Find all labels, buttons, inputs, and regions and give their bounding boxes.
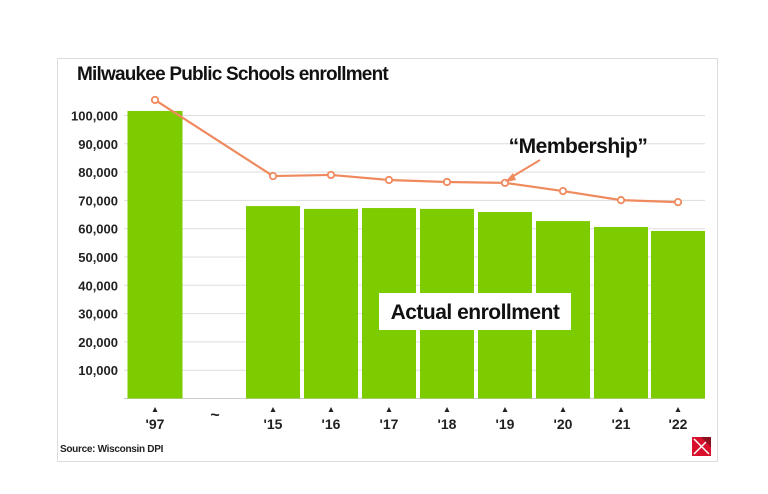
bar: [304, 208, 358, 399]
membership-point: [442, 177, 452, 187]
tick-marker-icon: [270, 407, 276, 412]
y-tick-label: 60,000: [78, 222, 118, 237]
membership-point: [616, 196, 626, 205]
actual-enrollment-label: Actual enrollment: [391, 301, 560, 324]
membership-point: [673, 197, 683, 207]
x-tick-label: '18: [438, 416, 457, 432]
tick-marker-icon: [618, 407, 624, 412]
bar: [651, 230, 705, 399]
y-tick-label: 50,000: [78, 250, 118, 265]
tick-marker-icon: [675, 407, 681, 412]
bar: [246, 206, 300, 399]
tick-marker-icon: [328, 407, 334, 412]
chart-frame: [57, 58, 718, 462]
x-tick-label: '19: [496, 416, 515, 432]
y-tick-label: 70,000: [78, 193, 118, 208]
y-tick-label: 30,000: [78, 307, 118, 322]
membership-point: [326, 170, 336, 180]
x-tick-label: '97: [146, 416, 165, 432]
chart-source: Source: Wisconsin DPI: [60, 444, 164, 455]
y-tick-label: 40,000: [78, 278, 118, 293]
tick-marker-icon: [152, 407, 158, 412]
membership-point: [558, 186, 568, 196]
x-tick-label: '17: [380, 416, 399, 432]
tick-marker-icon: [502, 407, 508, 412]
axis-break-label: ~: [210, 407, 219, 424]
x-tick-label: '20: [554, 416, 573, 432]
membership-pointer: [509, 159, 541, 179]
x-tick-label: '15: [264, 416, 283, 432]
actual-label-box: [379, 293, 571, 330]
membership-label: “Membership”: [509, 135, 648, 158]
x-tick-label: '21: [612, 416, 631, 432]
tick-marker-icon: [444, 407, 450, 412]
tick-marker-icon: [386, 407, 392, 412]
x-tick-label: '16: [322, 416, 341, 432]
bar: [594, 227, 648, 399]
y-tick-label: 20,000: [78, 335, 118, 350]
tick-marker-icon: [560, 407, 566, 412]
x-tick-label: '22: [669, 416, 688, 432]
membership-point: [268, 171, 278, 181]
membership-point: [384, 175, 394, 185]
y-tick-label: 10,000: [78, 363, 118, 378]
y-tick-label: 80,000: [78, 165, 118, 180]
bar: [127, 110, 183, 399]
membership-arrow-icon: [505, 173, 516, 182]
y-tick-label: 90,000: [78, 137, 118, 152]
chart-title: Milwaukee Public Schools enrollment: [77, 64, 389, 85]
y-tick-label: 100,000: [71, 109, 118, 124]
membership-point: [150, 95, 160, 105]
